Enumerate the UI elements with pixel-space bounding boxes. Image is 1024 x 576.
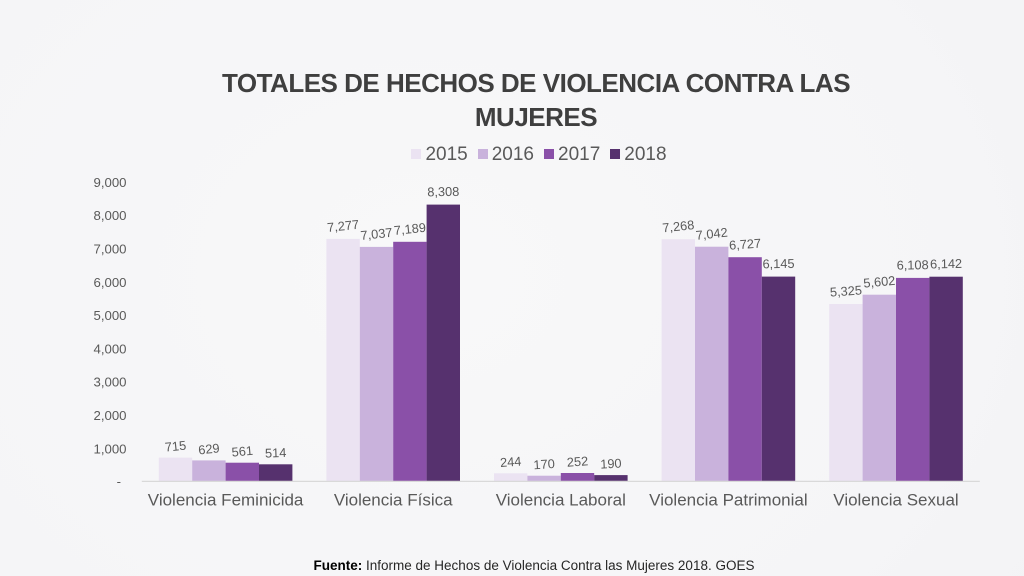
svg-text:6,145: 6,145: [762, 256, 794, 272]
svg-text:Violencia Física: Violencia Física: [334, 491, 453, 510]
svg-text:8,000: 8,000: [93, 208, 126, 223]
svg-text:252: 252: [566, 453, 588, 469]
svg-text:5,325: 5,325: [829, 282, 862, 299]
svg-text:-: -: [117, 474, 121, 489]
svg-text:7,000: 7,000: [93, 241, 126, 256]
svg-text:Violencia Patrimonial: Violencia Patrimonial: [649, 491, 807, 510]
svg-text:9,000: 9,000: [93, 175, 126, 190]
svg-text:7,189: 7,189: [393, 220, 426, 238]
svg-text:7,037: 7,037: [360, 225, 393, 243]
svg-text:170: 170: [533, 456, 555, 472]
svg-text:1,000: 1,000: [93, 441, 126, 456]
svg-text:7,042: 7,042: [695, 225, 728, 243]
svg-text:8,308: 8,308: [427, 184, 459, 200]
svg-text:6,142: 6,142: [930, 256, 962, 272]
svg-text:629: 629: [197, 440, 220, 457]
svg-text:4,000: 4,000: [93, 341, 126, 356]
svg-text:6,000: 6,000: [93, 275, 126, 290]
svg-text:715: 715: [164, 438, 187, 455]
svg-text:Violencia Sexual: Violencia Sexual: [833, 491, 958, 510]
svg-text:7,277: 7,277: [326, 217, 359, 235]
svg-text:7,268: 7,268: [662, 217, 695, 235]
svg-text:5,000: 5,000: [93, 308, 126, 323]
svg-text:244: 244: [500, 454, 522, 470]
svg-text:Violencia Laboral: Violencia Laboral: [496, 491, 626, 510]
svg-text:190: 190: [600, 456, 622, 472]
svg-text:5,602: 5,602: [863, 273, 896, 291]
svg-text:Violencia Feminicida: Violencia Feminicida: [148, 491, 304, 510]
svg-text:514: 514: [265, 445, 287, 461]
svg-text:2,000: 2,000: [93, 408, 126, 423]
svg-text:561: 561: [231, 443, 254, 460]
svg-text:6,108: 6,108: [897, 257, 929, 273]
svg-text:6,727: 6,727: [729, 236, 762, 253]
svg-text:3,000: 3,000: [93, 375, 126, 390]
